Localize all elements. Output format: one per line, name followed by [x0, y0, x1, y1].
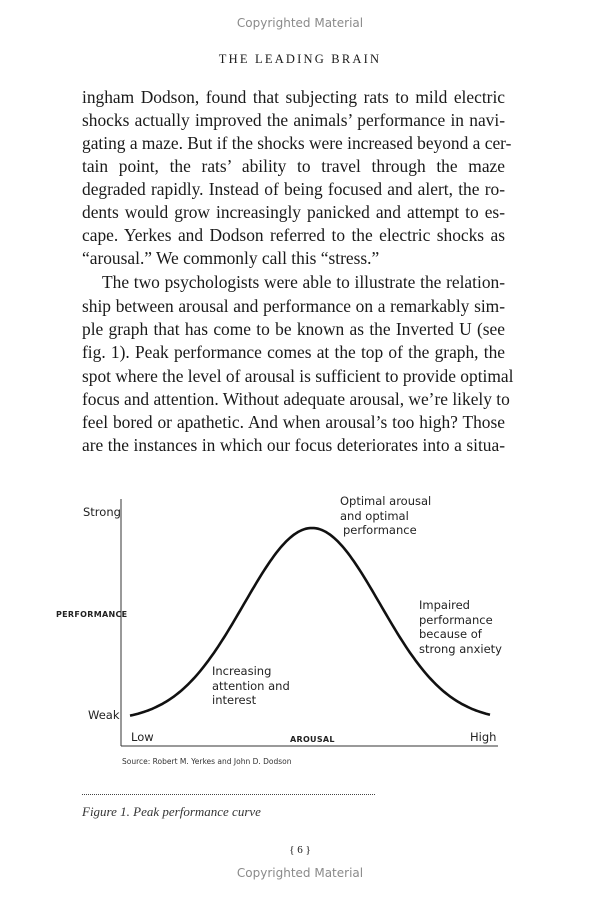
running-head: THE LEADING BRAIN	[218, 52, 382, 66]
body-line: dents would grow increasingly panicked a…	[82, 202, 505, 222]
body-line: cape. Yerkes and Dodson referred to the …	[82, 225, 505, 245]
y-tick-strong: Strong	[83, 505, 121, 519]
page-number: { 6 }	[289, 844, 311, 856]
body-line: gating a maze. But if the shocks were in…	[82, 133, 512, 153]
body-line: shocks actually improved the animals’ pe…	[82, 110, 505, 130]
annotation-line: Increasing	[212, 664, 272, 678]
annotation-line: Impaired	[419, 598, 470, 612]
x-tick-high: High	[470, 730, 497, 744]
annotation-rising: Increasing attention and interest	[212, 664, 290, 708]
x-axis-label: AROUSAL	[290, 735, 335, 744]
body-line: The two psychologists were able to illus…	[102, 272, 505, 292]
body-line: degraded rapidly. Instead of being focus…	[82, 179, 505, 199]
dotted-divider	[82, 794, 375, 795]
y-axis-label: PERFORMANCE	[56, 610, 128, 619]
figure-source: Source: Robert M. Yerkes and John D. Dod…	[122, 757, 292, 766]
annotation-line: performance	[343, 523, 417, 537]
x-tick-low: Low	[131, 730, 154, 744]
annotation-line: attention and	[212, 678, 290, 693]
annotation-peak: Optimal arousal and optimal performance	[340, 494, 431, 538]
body-line: spot where the level of arousal is suffi…	[82, 366, 514, 386]
annotation-line: strong anxiety	[419, 641, 502, 656]
copyright-watermark-bottom: Copyrighted Material	[236, 866, 364, 880]
body-line: are the instances in which our focus det…	[82, 435, 505, 455]
body-line: ple graph that has come to be known as t…	[82, 319, 505, 339]
performance-curve	[129, 526, 491, 717]
body-line: “arousal.” We commonly call this “stress…	[82, 248, 380, 268]
body-line: tain point, the rats’ ability to travel …	[82, 156, 505, 176]
body-line: feel bored or apathetic. And when arousa…	[82, 412, 505, 432]
annotation-falling: Impaired performance because of strong a…	[419, 598, 502, 656]
figure-caption: Figure 1. Peak performance curve	[82, 804, 261, 819]
annotation-line: performance	[419, 612, 493, 627]
body-line: ship between arousal and performance on …	[82, 296, 505, 316]
body-line: ingham Dodson, found that subjecting rat…	[82, 87, 505, 107]
copyright-watermark-top: Copyrighted Material	[236, 16, 364, 30]
y-tick-weak: Weak	[88, 708, 120, 722]
annotation-line: and optimal	[340, 508, 409, 523]
annotation-line: Optimal arousal	[340, 494, 432, 508]
body-line: focus and attention. Without adequate ar…	[82, 389, 510, 409]
annotation-line: interest	[212, 693, 257, 707]
annotation-line: because of	[419, 627, 482, 641]
body-line: fig. 1). Peak performance comes at the t…	[82, 342, 505, 362]
